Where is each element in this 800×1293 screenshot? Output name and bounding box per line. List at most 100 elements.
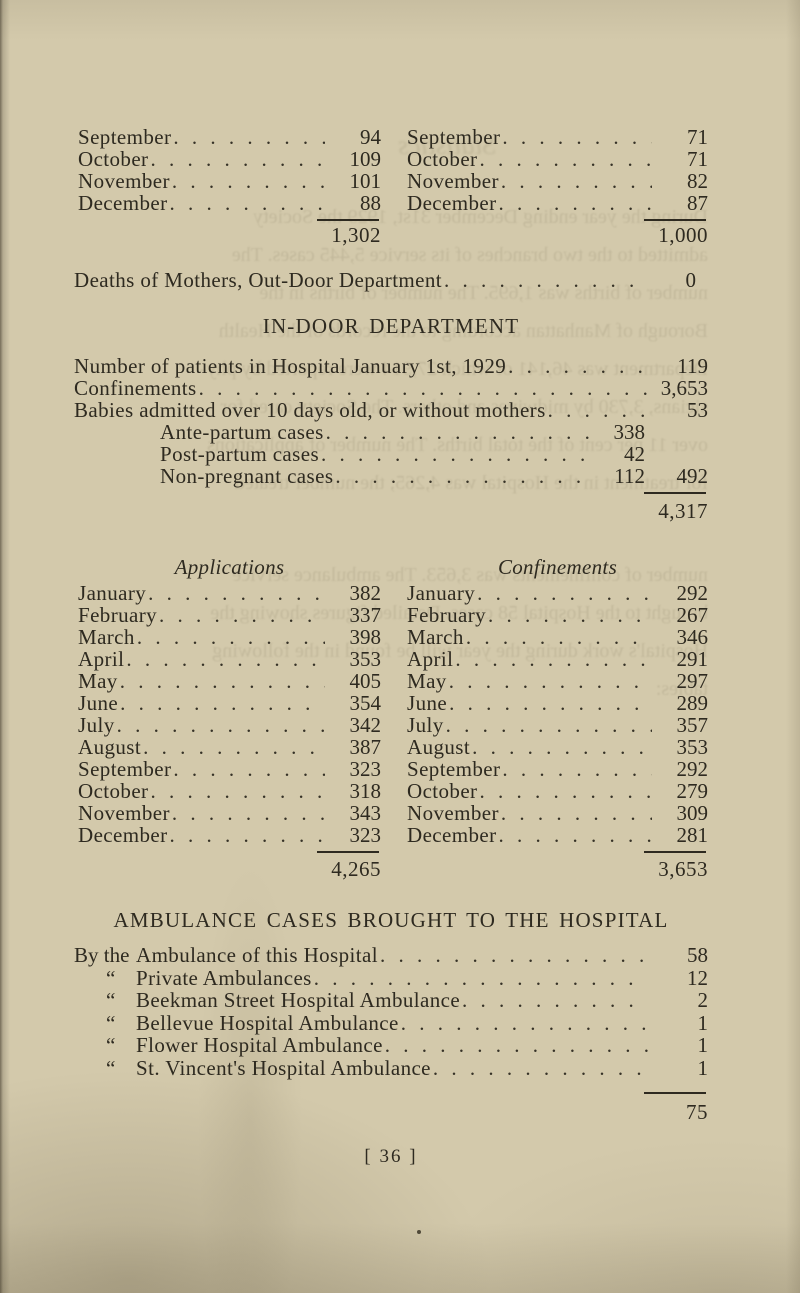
row-value: 289 bbox=[676, 691, 709, 715]
table-row: October 109 bbox=[78, 148, 381, 170]
row-value: 338 bbox=[613, 420, 646, 444]
row-label: May bbox=[78, 669, 118, 693]
table-row: September 323 bbox=[78, 758, 381, 780]
dot-leader bbox=[501, 802, 652, 824]
table-row: February 337 bbox=[78, 604, 381, 626]
row-value: 58 bbox=[687, 943, 708, 967]
row-value: 42 bbox=[624, 442, 645, 466]
row-label: Beekman Street Hospital Ambulance bbox=[136, 988, 461, 1013]
row-value: 342 bbox=[349, 713, 382, 737]
row-label: June bbox=[407, 691, 448, 715]
column-total: 3,653 bbox=[658, 857, 708, 881]
row-label: August bbox=[78, 735, 142, 759]
dot-leader bbox=[466, 626, 652, 648]
dot-leader bbox=[502, 758, 652, 780]
row-label: December bbox=[407, 823, 497, 847]
row-label: October bbox=[407, 779, 478, 803]
column-gap bbox=[381, 126, 407, 246]
confinements-header: Confinements bbox=[497, 555, 618, 579]
column-gap bbox=[381, 554, 407, 580]
dot-leader bbox=[449, 692, 652, 714]
row-value: 346 bbox=[676, 625, 709, 649]
dot-leader bbox=[169, 824, 325, 846]
sum-rule bbox=[644, 219, 706, 221]
table-row: “ Private Ambulances 12 bbox=[74, 966, 708, 990]
row-label: April bbox=[407, 647, 454, 671]
table-row: January 292 bbox=[407, 582, 708, 604]
column-headers: Applications Confinements bbox=[74, 554, 708, 580]
row-value: 292 bbox=[676, 757, 709, 781]
row-value: 101 bbox=[349, 169, 382, 193]
row-value: 382 bbox=[349, 581, 382, 605]
table-row: January 382 bbox=[78, 582, 381, 604]
table-row: September 71 bbox=[407, 126, 708, 148]
row-value: 353 bbox=[676, 735, 709, 759]
right-month-column: September 71 October 71 November 82 Decembe… bbox=[407, 126, 708, 246]
row-value: 94 bbox=[360, 125, 381, 149]
row-label: March bbox=[407, 625, 464, 649]
ditto-mark: “ bbox=[106, 1010, 116, 1035]
ditto-mark: “ bbox=[106, 1033, 116, 1058]
dot-leader bbox=[172, 170, 325, 192]
table-row: “ Flower Hospital Ambulance 1 bbox=[74, 1034, 708, 1057]
row-value: 398 bbox=[349, 625, 382, 649]
table-row: October 279 bbox=[407, 780, 708, 802]
ditto-mark: “ bbox=[106, 988, 116, 1013]
row-label: June bbox=[78, 691, 119, 715]
table-row: December 281 bbox=[407, 824, 708, 846]
dot-leader bbox=[472, 736, 652, 758]
table-row: March 346 bbox=[407, 626, 708, 648]
row-value: 309 bbox=[676, 801, 709, 825]
table-row: October 318 bbox=[78, 780, 381, 802]
row-value: 297 bbox=[676, 669, 709, 693]
row-value: 343 bbox=[349, 801, 382, 825]
row-label: November bbox=[407, 169, 499, 193]
row-value: 71 bbox=[687, 147, 708, 171]
row-value: 3,653 bbox=[660, 376, 708, 400]
dot-leader bbox=[401, 1012, 648, 1035]
dot-leader bbox=[455, 648, 652, 670]
dot-leader bbox=[501, 170, 652, 192]
row-label: December bbox=[78, 191, 168, 215]
column-total: 1,302 bbox=[331, 223, 381, 247]
table-row: July 342 bbox=[78, 714, 381, 736]
indoor-department-section: Number of patients in Hospital January 1… bbox=[74, 355, 708, 522]
ditto-mark: “ bbox=[106, 1055, 116, 1080]
table-row: May 297 bbox=[407, 670, 708, 692]
row-value: 292 bbox=[676, 581, 709, 605]
row-label: Babies admitted over 10 days old, or wit… bbox=[74, 398, 546, 422]
table-row: “ Beekman Street Hospital Ambulance 2 bbox=[74, 989, 708, 1012]
table-row: November 343 bbox=[78, 802, 381, 824]
row-value: 323 bbox=[349, 823, 382, 847]
row-value: 387 bbox=[349, 735, 382, 759]
row-value: 2 bbox=[697, 988, 709, 1013]
dot-leader bbox=[498, 192, 652, 214]
row-value: 337 bbox=[349, 603, 382, 627]
table-row: August 387 bbox=[78, 736, 381, 758]
monthly-tables-section: Applications Confinements January 382 Feb… bbox=[74, 554, 708, 880]
dot-leader bbox=[173, 758, 325, 780]
row-label: November bbox=[407, 801, 499, 825]
row-value: 1 bbox=[697, 1010, 709, 1035]
dot-leader bbox=[148, 582, 325, 604]
row-label: November bbox=[78, 801, 170, 825]
row-value: 353 bbox=[349, 647, 382, 671]
row-label: December bbox=[407, 191, 497, 215]
table-row: June 354 bbox=[78, 692, 381, 714]
dot-leader bbox=[120, 670, 325, 692]
dot-leader bbox=[159, 604, 325, 626]
dot-leader bbox=[137, 626, 325, 648]
table-row: December 88 bbox=[78, 192, 381, 214]
dot-leader bbox=[169, 192, 325, 214]
table-row: March 398 bbox=[78, 626, 381, 648]
row-label: February bbox=[78, 603, 158, 627]
dot-leader bbox=[488, 604, 652, 626]
row-label: March bbox=[78, 625, 135, 649]
row-value: 357 bbox=[676, 713, 709, 737]
sum-rule bbox=[644, 1091, 706, 1094]
sum-rule bbox=[317, 219, 379, 221]
row-value: 88 bbox=[360, 191, 381, 215]
dot-leader bbox=[462, 989, 648, 1012]
table-row: June 289 bbox=[407, 692, 708, 714]
